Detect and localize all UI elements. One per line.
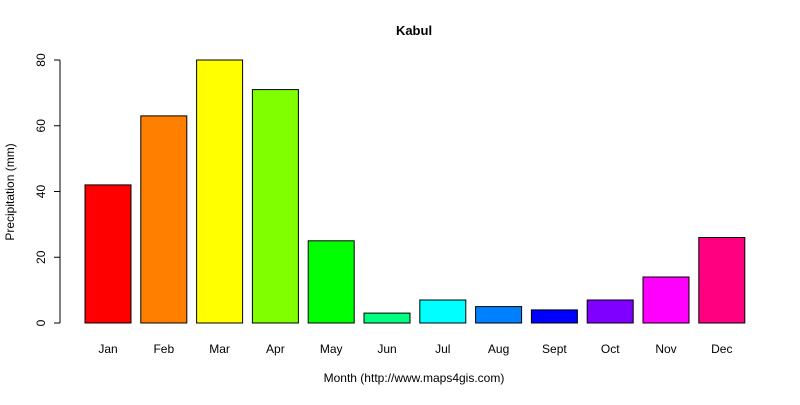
bar-mar (196, 59, 244, 324)
bar-jun (363, 312, 411, 324)
bar-oct (586, 299, 634, 324)
x-tick-label-nov: Nov (655, 342, 676, 356)
x-tick-label-apr: Apr (266, 342, 285, 356)
bar-jan (84, 184, 132, 324)
x-tick-label-jan: Jan (98, 342, 117, 356)
y-tick-label: 0 (34, 319, 48, 326)
bar-may (307, 240, 355, 324)
x-tick-label-sept: Sept (542, 342, 567, 356)
x-tick-label-mar: Mar (209, 342, 230, 356)
bar-nov (642, 276, 690, 324)
y-tick-label: 40 (34, 185, 48, 199)
y-axis: 0 20 40 60 80 (34, 53, 61, 326)
x-tick-label-jun: Jun (377, 342, 396, 356)
y-tick-label: 20 (34, 250, 48, 264)
x-axis-label: Month (http://www.maps4gis.com) (324, 371, 505, 385)
bars-group (84, 59, 746, 324)
y-axis-label: Precipitation (mm) (3, 143, 17, 240)
x-tick-label-feb: Feb (153, 342, 174, 356)
y-tick-label: 80 (34, 53, 48, 67)
x-tick-label-oct: Oct (601, 342, 620, 356)
y-tick-label: 60 (34, 119, 48, 133)
x-tick-label-dec: Dec (711, 342, 732, 356)
bar-jul (419, 299, 467, 324)
bar-feb (140, 115, 188, 324)
bar-sept (530, 309, 578, 324)
x-tick-label-may: May (320, 342, 343, 356)
chart-title: Kabul (396, 23, 432, 38)
bar-dec (698, 237, 746, 324)
bar-apr (251, 89, 299, 324)
x-tick-label-jul: Jul (435, 342, 450, 356)
x-tick-labels: Jan Feb Mar Apr May Jun Jul Aug Sept Oct Nov Dec (98, 342, 732, 356)
x-tick-label-aug: Aug (488, 342, 509, 356)
bar-aug (475, 306, 523, 324)
